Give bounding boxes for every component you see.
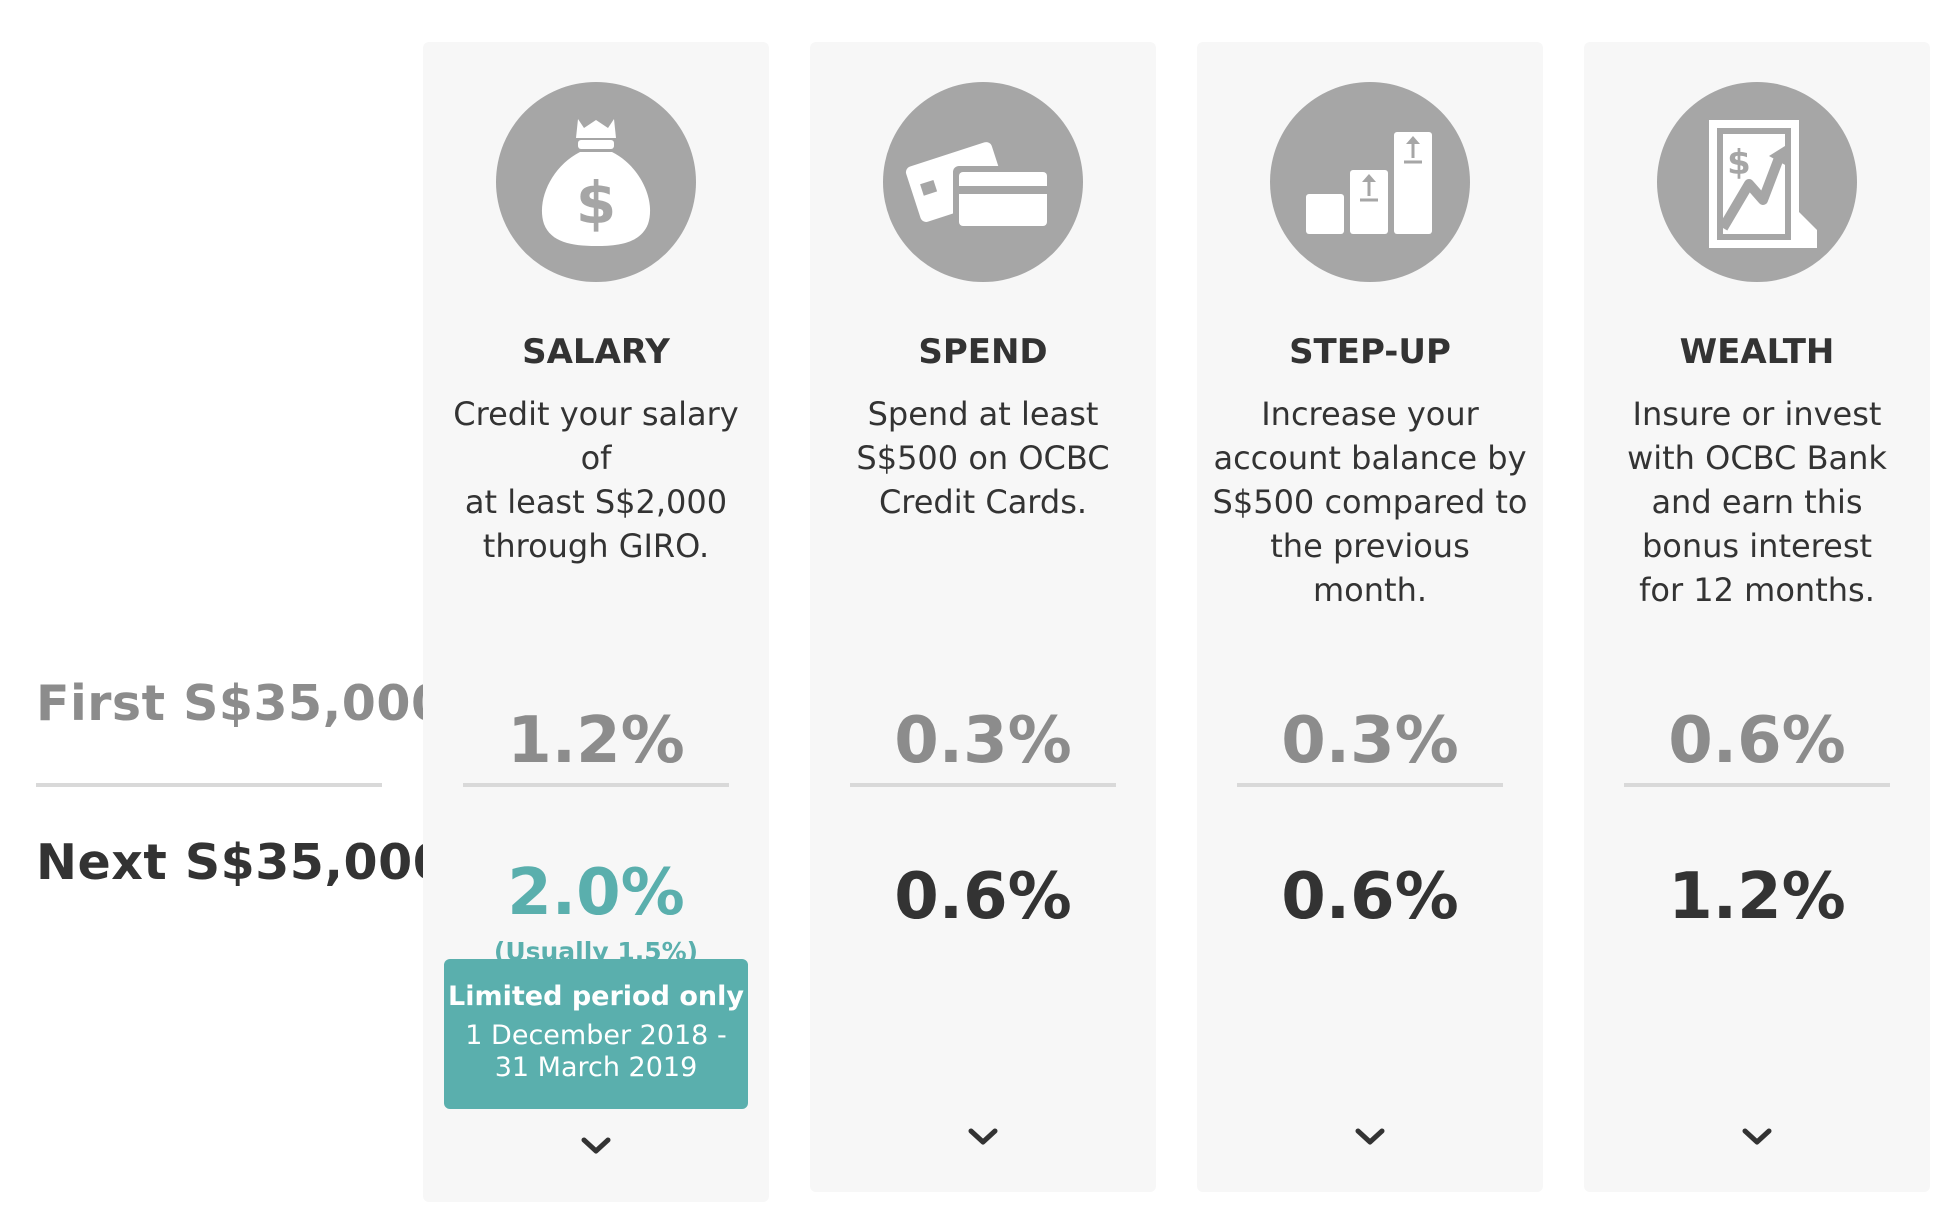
card-title: SPEND — [918, 332, 1048, 372]
card-divider — [850, 783, 1116, 787]
card-description: Credit your salary of at least S$2,000 t… — [453, 395, 739, 565]
card-description: Increase your account balance by S$500 c… — [1212, 395, 1528, 609]
money-bag-icon: $ — [496, 82, 696, 282]
first-tier-rate: 0.6% — [1668, 704, 1846, 778]
chevron-down-icon[interactable] — [1742, 1128, 1772, 1146]
next-tier-rate: 0.6% — [894, 860, 1072, 934]
card-title: WEALTH — [1679, 332, 1835, 372]
card-spend: SPEND Spend at least S$500 on OCBC Credi… — [810, 42, 1156, 1192]
promo-badge: Limited period only 1 December 2018 - 31… — [444, 959, 748, 1109]
chevron-down-icon[interactable] — [968, 1128, 998, 1146]
card-salary: $ SALARY Credit your salary of at least … — [423, 42, 769, 1202]
chevron-down-icon[interactable] — [1355, 1128, 1385, 1146]
next-tier-rate: 0.6% — [1281, 860, 1459, 934]
credit-cards-icon — [883, 82, 1083, 282]
step-up-bars-icon — [1270, 82, 1470, 282]
card-divider — [463, 783, 729, 787]
first-tier-rate: 0.3% — [894, 704, 1072, 778]
first-tier-rate: 0.3% — [1281, 704, 1459, 778]
card-description: Spend at least S$500 on OCBC Credit Card… — [856, 395, 1110, 521]
wealth-growth-icon: $ — [1657, 82, 1857, 282]
row-label-next: Next S$35,000 — [36, 834, 448, 891]
next-tier-rate: 1.2% — [1668, 860, 1846, 934]
row-label-first: First S$35,000 — [36, 675, 446, 732]
card-description: Insure or invest with OCBC Bank and earn… — [1627, 395, 1887, 609]
svg-text:$: $ — [1727, 143, 1751, 183]
card-divider — [1624, 783, 1890, 787]
next-tier-rate: 2.0% — [507, 856, 685, 930]
svg-text:$: $ — [576, 169, 616, 237]
card-divider — [1237, 783, 1503, 787]
promo-dates: 1 December 2018 - 31 March 2019 — [465, 1020, 727, 1083]
promo-title: Limited period only — [448, 981, 744, 1012]
card-wealth: $ WEALTH Insure or invest with OCBC Bank… — [1584, 42, 1930, 1192]
first-tier-rate: 1.2% — [507, 704, 685, 778]
card-title: STEP-UP — [1289, 332, 1451, 372]
chevron-down-icon[interactable] — [581, 1137, 611, 1155]
row-divider — [36, 783, 382, 787]
card-step-up: STEP-UP Increase your account balance by… — [1197, 42, 1543, 1192]
card-title: SALARY — [522, 332, 670, 372]
